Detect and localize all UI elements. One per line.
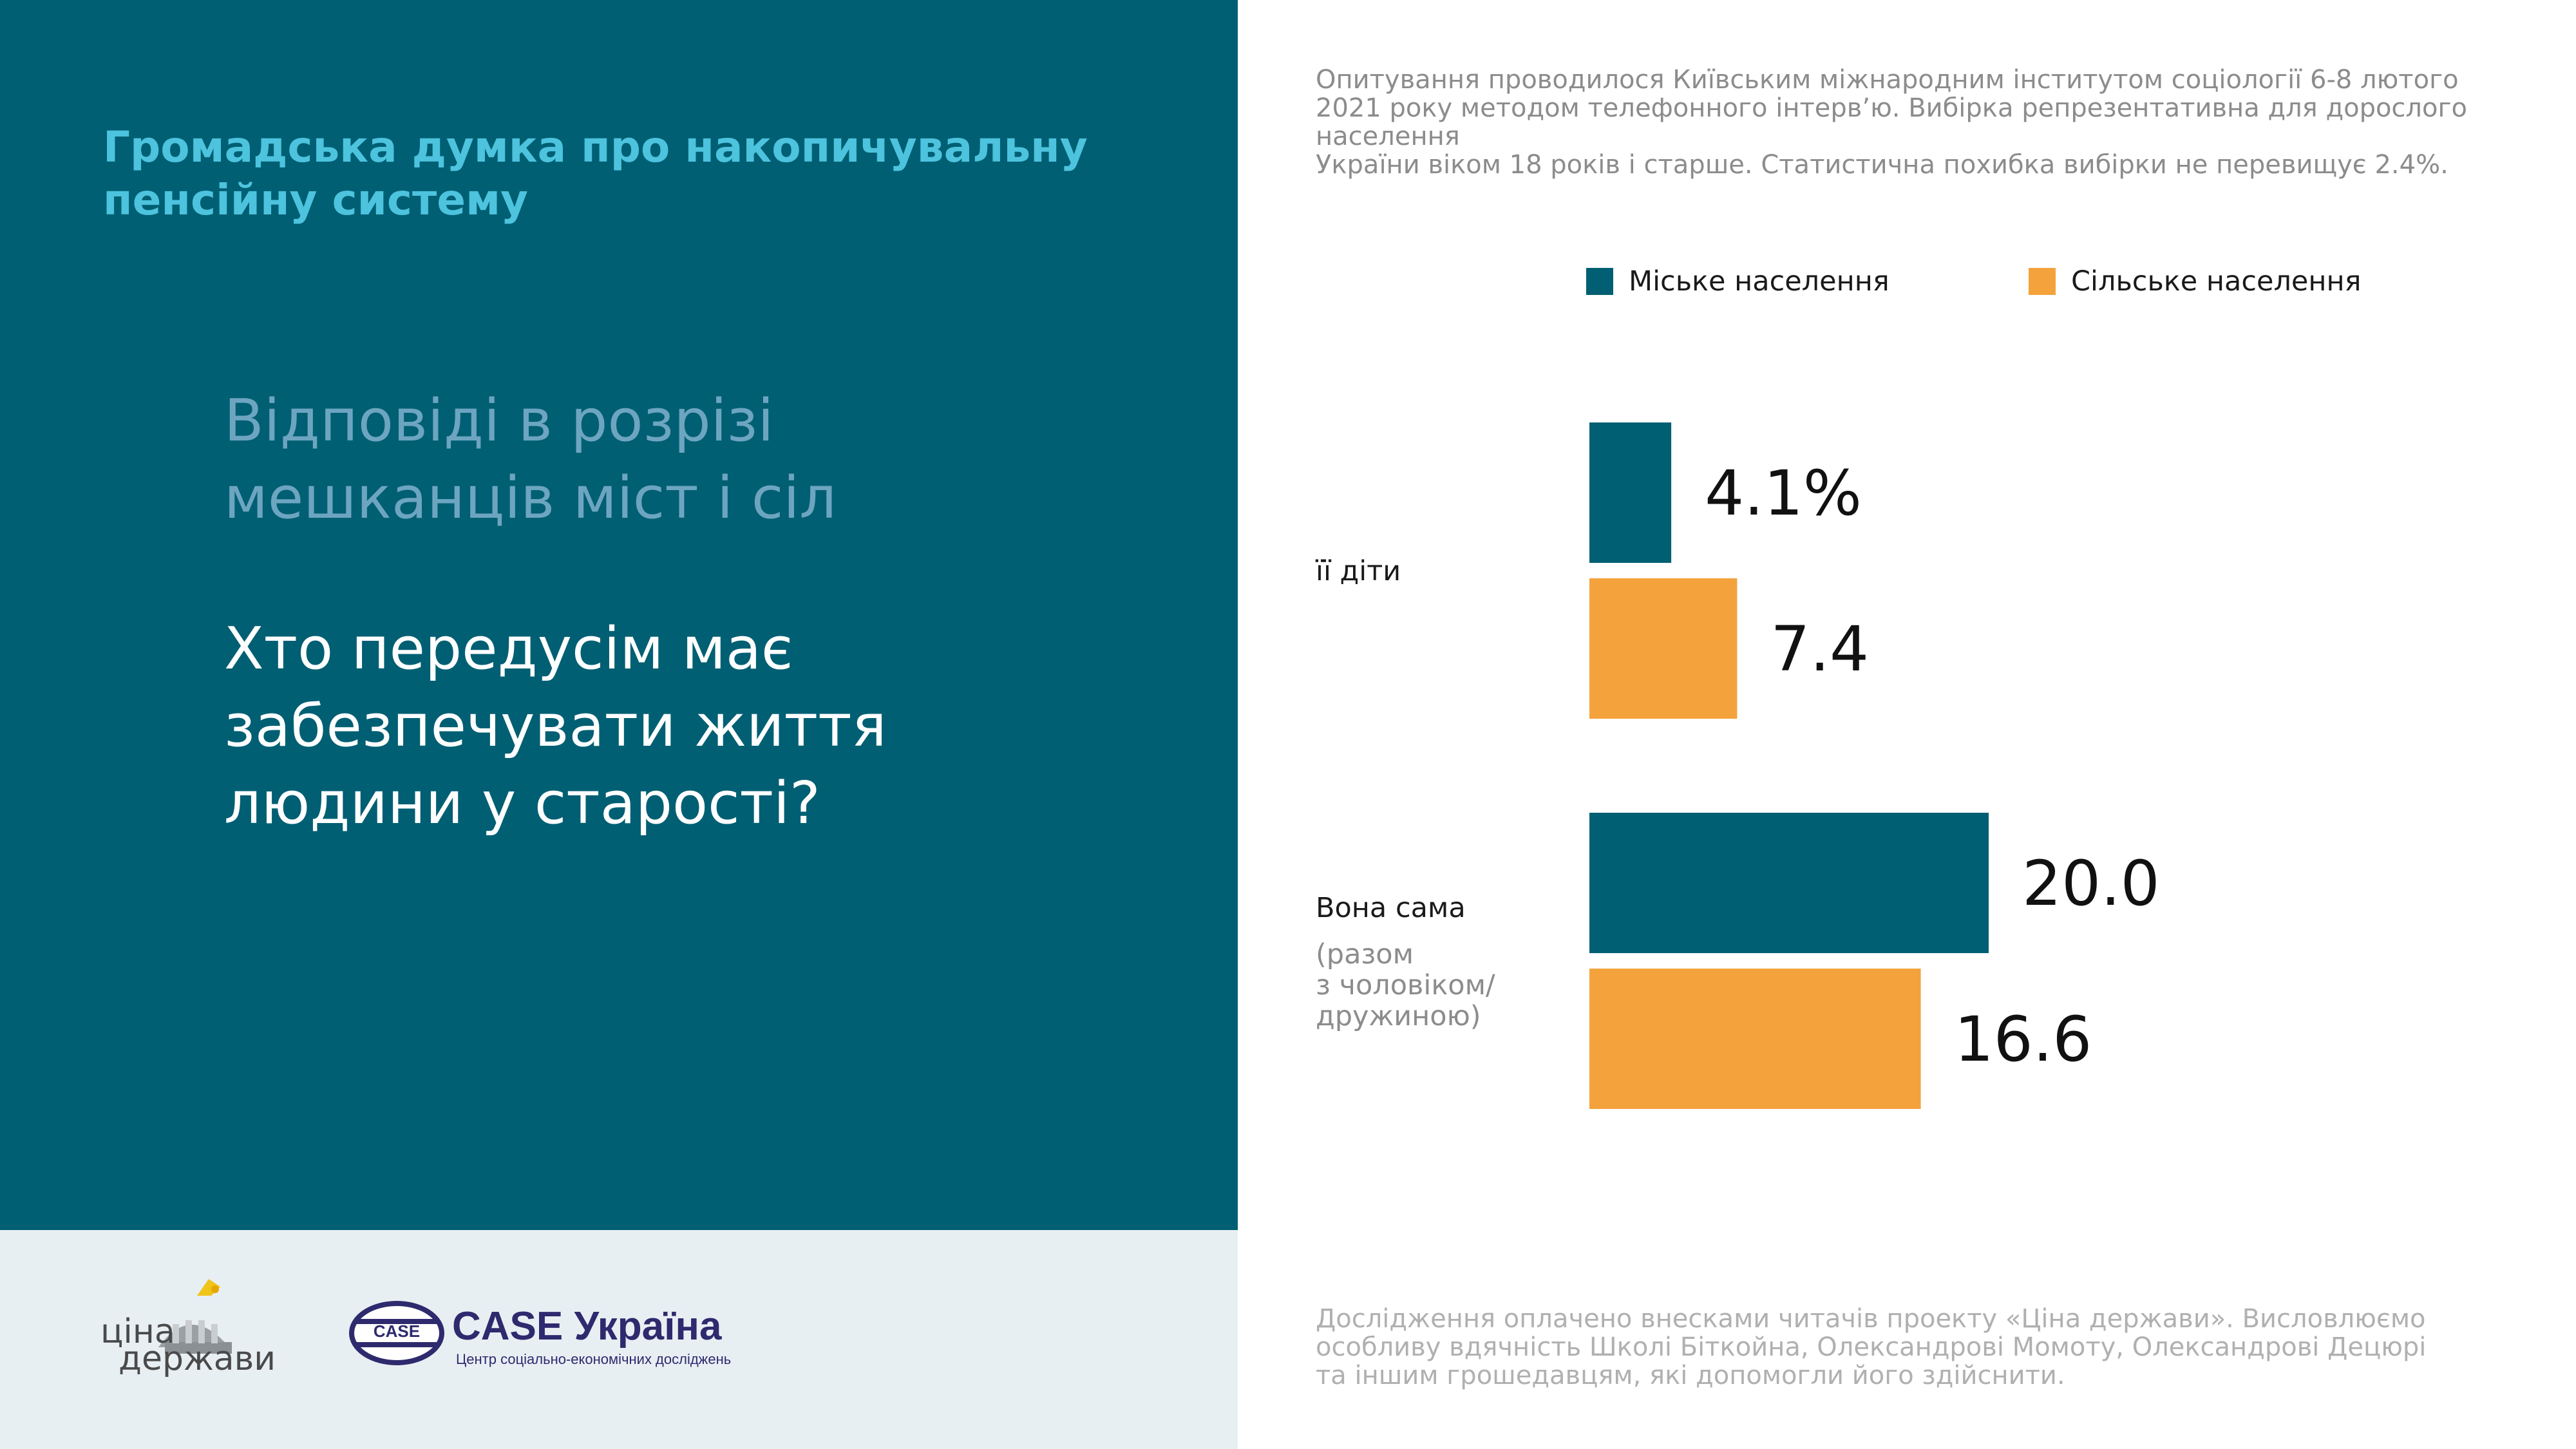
category-label-children: її діти [1316, 555, 1401, 587]
data-label-rural-0: 7.4 [1770, 613, 1869, 685]
category-note-self: (разом з чоловіком/ дружиною) [1316, 938, 1495, 1032]
survey-question: Хто передусім має забезпечувати життя лю… [224, 615, 887, 837]
bar-urban-1 [1589, 813, 1989, 953]
case-ukraine-logo: CASE CASE Україна Центр соціально-економ… [348, 1300, 760, 1370]
logo-text-line2: держави [118, 1340, 276, 1378]
left-panel [0, 0, 1238, 1230]
legend-label-urban: Міське населення [1629, 265, 1889, 298]
case-ellipse-emblem [349, 1301, 444, 1365]
page-title: Громадська думка про накопичувальну пенс… [103, 122, 1088, 225]
legend-item-rural: Сільське населення [2029, 265, 2362, 298]
bar-rural-0 [1589, 578, 1738, 719]
legend-swatch-urban [1586, 268, 1613, 295]
logo-text-line1: ціна [100, 1312, 175, 1351]
data-label-rural-1: 16.6 [1955, 1003, 2092, 1075]
funding-note: Дослідження оплачено внесками читачів пр… [1316, 1304, 2427, 1390]
cina-derzhavy-logo: ціна держави [100, 1270, 276, 1386]
legend-label-rural: Сільське населення [2071, 265, 2362, 298]
bar-rural-1 [1589, 969, 1921, 1109]
category-label-self: Вона сама [1316, 892, 1466, 924]
case-subtitle: Центр соціально-економічних досліджень [456, 1351, 732, 1367]
legend-item-urban: Міське населення [1586, 265, 1889, 298]
legend-swatch-rural [2029, 268, 2056, 295]
cina-derzhavy-emblem [158, 1279, 232, 1354]
section-subtitle: Відповіді в розрізі мешканців міст і сіл [224, 387, 837, 532]
data-label-urban-0: 4.1% [1705, 457, 1862, 529]
survey-methodology-note: Опитування проводилося Київським міжнаро… [1316, 65, 2467, 180]
data-label-urban-1: 20.0 [2022, 848, 2160, 920]
case-name: CASE Україна [452, 1304, 722, 1349]
case-ellipse-text: CASE [373, 1321, 421, 1341]
bar-urban-0 [1589, 422, 1672, 563]
